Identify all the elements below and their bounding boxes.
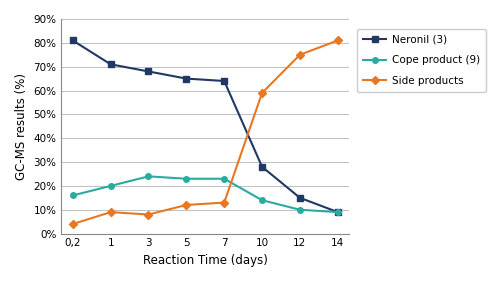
Side products [221,201,227,204]
Legend: Neronil (3), Cope product (9), Side products: Neronil (3), Cope product (9), Side prod… [357,28,485,92]
Cope product (9) [334,210,340,214]
Cope product (9) [70,194,76,197]
Cope product (9) [183,177,189,180]
Neronil (3) [70,39,76,42]
Neronil (3) [334,210,340,214]
Neronil (3) [259,165,265,169]
Side products [334,39,340,42]
Neronil (3) [296,196,302,199]
Line: Side products: Side products [70,38,340,227]
Neronil (3) [183,77,189,80]
Side products [70,222,76,226]
Neronil (3) [107,63,113,66]
Cope product (9) [145,175,151,178]
Side products [145,213,151,216]
Side products [107,210,113,214]
Cope product (9) [259,199,265,202]
Cope product (9) [296,208,302,212]
Y-axis label: GC-MS results (%): GC-MS results (%) [15,73,28,180]
Line: Neronil (3): Neronil (3) [70,38,340,215]
Side products [259,91,265,94]
Neronil (3) [221,79,227,83]
Cope product (9) [107,184,113,188]
Side products [183,203,189,207]
Side products [296,53,302,56]
X-axis label: Reaction Time (days): Reaction Time (days) [143,254,267,267]
Cope product (9) [221,177,227,180]
Neronil (3) [145,70,151,73]
Line: Cope product (9): Cope product (9) [70,174,340,215]
